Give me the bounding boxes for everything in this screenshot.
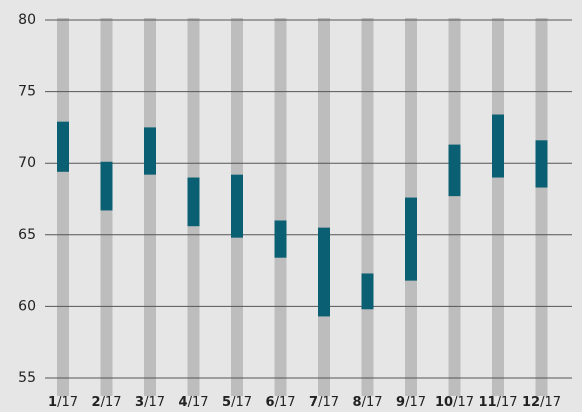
year: /17 — [540, 395, 561, 410]
column-background — [448, 18, 461, 396]
month: 9 — [396, 395, 405, 410]
x-tick-label: 3/17 — [135, 395, 165, 410]
x-tick-label: 7/17 — [309, 395, 339, 410]
month: 11 — [478, 395, 496, 410]
year: /17 — [188, 395, 209, 410]
range-bar — [187, 177, 200, 227]
month: 1 — [48, 395, 57, 410]
x-tick-label: 1/17 — [48, 395, 78, 410]
x-tick-label: 6/17 — [266, 395, 296, 410]
range-bar — [318, 227, 330, 317]
year: /17 — [275, 395, 296, 410]
month: 6 — [266, 395, 275, 410]
range-bar — [100, 161, 113, 211]
range-bar — [535, 140, 548, 188]
year: /17 — [231, 395, 252, 410]
range-bar — [231, 174, 243, 238]
range-bar — [361, 273, 374, 310]
year: /17 — [144, 395, 165, 410]
column-background — [318, 18, 330, 396]
year: /17 — [405, 395, 426, 410]
month: 3 — [135, 395, 144, 410]
y-tick-label: 80 — [18, 12, 36, 28]
range-bar — [57, 121, 69, 172]
range-bar — [144, 127, 156, 175]
x-tick-label: 5/17 — [222, 395, 252, 410]
range-bar — [405, 197, 417, 281]
y-tick-label: 70 — [18, 155, 36, 171]
x-tick-label: 10/17 — [435, 395, 474, 410]
y-tick-label: 55 — [18, 370, 36, 386]
month: 4 — [179, 395, 188, 410]
x-tick-label: 2/17 — [92, 395, 122, 410]
column-background — [492, 18, 504, 396]
year: /17 — [497, 395, 518, 410]
x-tick-label: 8/17 — [353, 395, 383, 410]
column-background — [535, 18, 548, 396]
month: 5 — [222, 395, 231, 410]
range-bar — [448, 144, 461, 197]
x-tick-label: 12/17 — [522, 395, 561, 410]
x-tick-label: 11/17 — [478, 395, 517, 410]
month: 7 — [309, 395, 318, 410]
y-tick-label: 65 — [18, 227, 36, 243]
month: 10 — [435, 395, 453, 410]
month: 8 — [353, 395, 362, 410]
year: /17 — [57, 395, 78, 410]
y-tick-label: 60 — [18, 298, 36, 314]
x-tick-label: 9/17 — [396, 395, 426, 410]
year: /17 — [362, 395, 383, 410]
y-tick-label: 75 — [18, 84, 36, 100]
year: /17 — [101, 395, 122, 410]
range-bar — [274, 220, 287, 258]
column-background — [144, 18, 156, 396]
range-bar — [492, 114, 504, 178]
year: /17 — [318, 395, 339, 410]
x-tick-label: 4/17 — [179, 395, 209, 410]
column-background — [361, 18, 374, 396]
column-background — [57, 18, 69, 396]
year: /17 — [453, 395, 474, 410]
month: 2 — [92, 395, 101, 410]
column-background — [274, 18, 287, 396]
month: 12 — [522, 395, 540, 410]
